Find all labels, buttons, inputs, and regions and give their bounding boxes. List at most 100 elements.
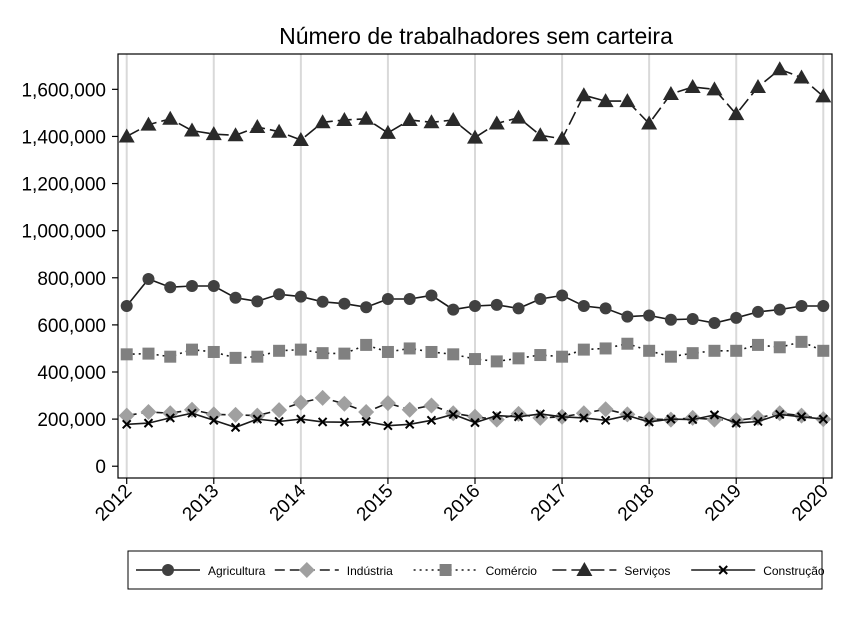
data-point bbox=[448, 409, 458, 420]
data-point bbox=[381, 292, 394, 305]
data-point bbox=[296, 414, 306, 424]
data-point bbox=[187, 408, 197, 418]
data-point bbox=[731, 418, 741, 428]
data-point bbox=[621, 310, 634, 323]
data-point bbox=[488, 411, 505, 428]
data-point bbox=[251, 295, 264, 308]
data-point bbox=[467, 129, 483, 144]
legend-swatch-marker bbox=[718, 565, 728, 575]
data-point bbox=[271, 402, 288, 419]
x-marker-stroke bbox=[296, 414, 306, 424]
data-point bbox=[795, 335, 808, 348]
x-tick-label: 2015 bbox=[353, 481, 398, 526]
data-point bbox=[381, 345, 394, 358]
data-point bbox=[447, 348, 460, 361]
data-point bbox=[120, 348, 133, 361]
data-point bbox=[338, 347, 351, 360]
data-point bbox=[316, 347, 329, 360]
data-point bbox=[403, 292, 416, 305]
legend-swatch-marker bbox=[298, 562, 315, 578]
x-marker-stroke bbox=[339, 417, 350, 427]
data-point bbox=[229, 291, 242, 304]
data-point bbox=[227, 406, 244, 423]
chart-title: Número de trabalhadores sem carteira bbox=[279, 23, 673, 49]
data-point bbox=[577, 300, 590, 313]
data-point bbox=[425, 289, 438, 302]
x-marker-stroke bbox=[796, 412, 807, 422]
data-point bbox=[316, 295, 329, 308]
data-point bbox=[600, 415, 611, 425]
data-point bbox=[579, 413, 589, 423]
data-point bbox=[469, 353, 481, 366]
data-point bbox=[317, 417, 328, 427]
data-point bbox=[687, 414, 698, 425]
data-point bbox=[294, 290, 307, 303]
data-point bbox=[666, 414, 676, 424]
series-comercio bbox=[120, 335, 830, 368]
data-point bbox=[686, 347, 699, 360]
x-marker-stroke bbox=[404, 419, 415, 430]
data-point bbox=[249, 119, 266, 134]
data-point bbox=[599, 302, 612, 315]
x-marker-stroke bbox=[666, 414, 676, 424]
data-point bbox=[644, 417, 654, 427]
legend-item: Serviços bbox=[552, 562, 670, 578]
y-tick-label: 600,000 bbox=[37, 316, 106, 337]
x-marker-stroke bbox=[230, 422, 241, 433]
data-point bbox=[597, 401, 614, 418]
data-point bbox=[186, 280, 199, 293]
legend-label: Serviços bbox=[624, 564, 670, 578]
data-point bbox=[140, 404, 157, 421]
data-point bbox=[230, 422, 241, 433]
data-point bbox=[728, 106, 745, 121]
x-marker-stroke bbox=[426, 415, 437, 425]
legend-swatch-marker bbox=[162, 564, 174, 576]
data-point bbox=[207, 345, 220, 358]
series-line-servicos bbox=[126, 68, 824, 141]
data-point bbox=[118, 128, 135, 143]
series-servicos bbox=[118, 61, 832, 146]
data-point bbox=[817, 300, 830, 313]
data-point bbox=[447, 303, 460, 316]
data-point bbox=[142, 272, 155, 285]
x-marker-stroke bbox=[535, 409, 546, 419]
data-point bbox=[534, 292, 547, 305]
data-point bbox=[751, 305, 764, 318]
data-point bbox=[423, 114, 440, 129]
data-point bbox=[510, 405, 527, 422]
data-point bbox=[469, 300, 481, 313]
data-point bbox=[510, 109, 527, 124]
data-point bbox=[361, 416, 371, 427]
data-point bbox=[490, 298, 503, 311]
data-point bbox=[403, 342, 416, 355]
x-marker-stroke bbox=[361, 416, 371, 427]
y-tick-label: 200,000 bbox=[37, 410, 106, 431]
data-point bbox=[252, 414, 263, 424]
data-point bbox=[339, 417, 350, 427]
data-point bbox=[338, 297, 351, 310]
data-point bbox=[273, 288, 286, 301]
data-point bbox=[292, 394, 309, 411]
data-point bbox=[143, 418, 154, 428]
data-point bbox=[622, 410, 633, 421]
x-marker-stroke bbox=[818, 414, 828, 424]
series-construcao bbox=[122, 408, 828, 433]
data-point bbox=[122, 419, 132, 430]
data-point bbox=[708, 317, 721, 330]
data-point bbox=[118, 407, 135, 424]
data-point bbox=[751, 338, 764, 351]
data-point bbox=[709, 410, 720, 420]
data-point bbox=[401, 401, 418, 418]
data-point bbox=[556, 289, 569, 302]
data-point bbox=[773, 341, 786, 354]
data-point bbox=[708, 344, 721, 357]
data-point bbox=[532, 127, 549, 142]
data-point bbox=[314, 114, 331, 129]
x-tick-label: 2013 bbox=[179, 481, 224, 526]
data-point bbox=[490, 355, 503, 368]
data-point bbox=[818, 414, 828, 424]
legend-swatch-marker bbox=[576, 562, 593, 576]
data-point bbox=[815, 88, 832, 103]
